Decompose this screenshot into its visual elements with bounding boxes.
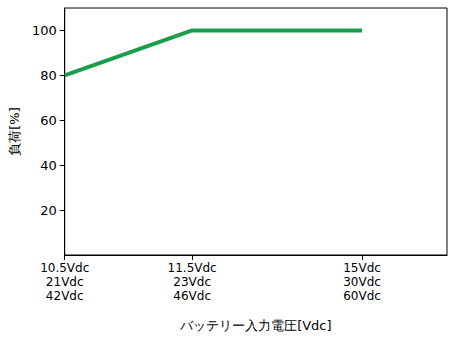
svg-text:11.5Vdc: 11.5Vdc — [168, 261, 217, 275]
svg-text:80: 80 — [40, 68, 57, 83]
svg-text:100: 100 — [32, 23, 57, 38]
svg-text:46Vdc: 46Vdc — [173, 289, 211, 303]
svg-text:60Vdc: 60Vdc — [343, 289, 381, 303]
svg-text:10.5Vdc: 10.5Vdc — [40, 261, 89, 275]
svg-text:30Vdc: 30Vdc — [343, 275, 381, 289]
svg-text:負荷[%]: 負荷[%] — [7, 107, 22, 156]
svg-text:60: 60 — [40, 113, 57, 128]
svg-text:23Vdc: 23Vdc — [173, 275, 211, 289]
svg-text:15Vdc: 15Vdc — [343, 261, 381, 275]
svg-text:20: 20 — [40, 203, 57, 218]
svg-text:21Vdc: 21Vdc — [46, 275, 84, 289]
svg-text:42Vdc: 42Vdc — [46, 289, 84, 303]
svg-text:40: 40 — [40, 158, 57, 173]
svg-text:バッテリー入力電圧[Vdc]: バッテリー入力電圧[Vdc] — [179, 318, 331, 333]
